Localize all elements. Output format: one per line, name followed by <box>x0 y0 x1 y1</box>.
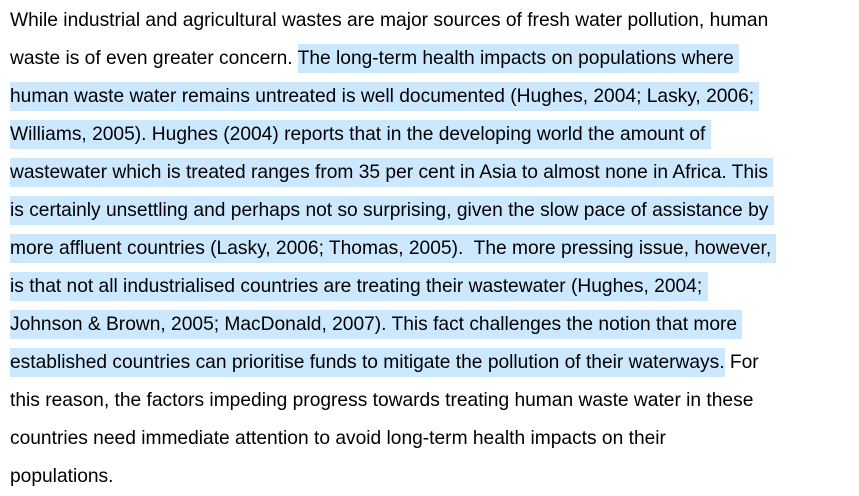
text-line: waste is of even greater concern. The lo… <box>10 40 740 78</box>
selected-text[interactable]: established countries can prioritise fun… <box>10 348 725 377</box>
selected-text[interactable]: is certainly unsettling and perhaps not … <box>10 196 774 225</box>
text-line: populations. <box>10 458 113 496</box>
line-text[interactable]: countries need immediate attention to av… <box>10 428 666 449</box>
line-text[interactable]: While industrial and agricultural wastes… <box>10 10 769 31</box>
selected-text[interactable]: The long-term health impacts on populati… <box>297 44 740 73</box>
text-line: wastewater which is treated ranges from … <box>10 154 774 192</box>
line-text[interactable]: For <box>724 352 759 373</box>
text-line: While industrial and agricultural wastes… <box>10 2 768 40</box>
selected-text[interactable]: Johnson & Brown, 2005; MacDonald, 2007).… <box>10 310 743 339</box>
line-text[interactable]: this reason, the factors impeding progre… <box>10 390 754 411</box>
line-text[interactable]: populations. <box>10 466 114 487</box>
text-line: Williams, 2005). Hughes (2004) reports t… <box>10 116 711 154</box>
line-text[interactable]: waste is of even greater concern. <box>10 48 298 69</box>
selected-text[interactable]: Williams, 2005). Hughes (2004) reports t… <box>10 120 711 149</box>
text-line: established countries can prioritise fun… <box>10 344 759 382</box>
text-line: Johnson & Brown, 2005; MacDonald, 2007).… <box>10 306 743 344</box>
text-line: countries need immediate attention to av… <box>10 420 666 458</box>
selected-text[interactable]: more affluent countries (Lasky, 2006; Th… <box>10 234 777 263</box>
text-line: is that not all industrialised countries… <box>10 268 708 306</box>
selected-text[interactable]: is that not all industrialised countries… <box>10 272 708 301</box>
selected-text[interactable]: wastewater which is treated ranges from … <box>10 158 774 187</box>
text-line: more affluent countries (Lasky, 2006; Th… <box>10 230 777 268</box>
text-line: human waste water remains untreated is w… <box>10 78 760 116</box>
text-line: this reason, the factors impeding progre… <box>10 382 753 420</box>
text-line: is certainly unsettling and perhaps not … <box>10 192 774 230</box>
selected-text[interactable]: human waste water remains untreated is w… <box>10 82 760 111</box>
